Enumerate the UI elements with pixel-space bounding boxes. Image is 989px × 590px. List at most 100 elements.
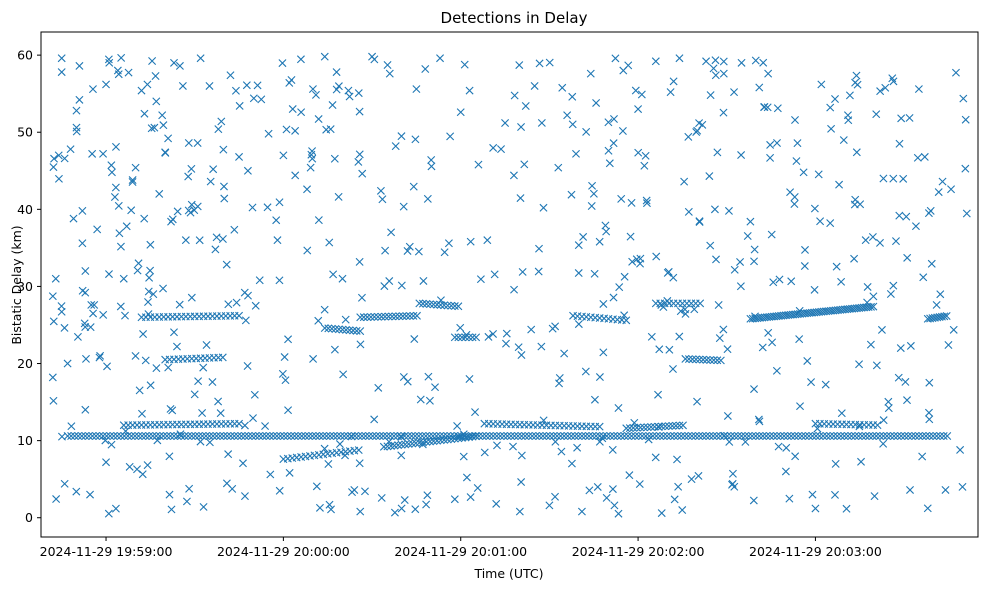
data-point — [810, 204, 819, 213]
data-point — [884, 397, 893, 406]
data-point — [391, 312, 400, 321]
data-point — [567, 190, 576, 199]
data-point — [465, 433, 473, 442]
data-point — [166, 432, 175, 440]
data-point — [712, 432, 721, 440]
data-point — [657, 422, 666, 431]
data-point — [631, 432, 640, 440]
data-point — [465, 86, 474, 95]
data-point — [609, 139, 618, 148]
data-point — [335, 440, 344, 449]
data-point — [797, 432, 806, 440]
data-point — [826, 103, 835, 112]
data-point — [397, 281, 406, 290]
data-point — [199, 363, 208, 372]
data-point — [355, 150, 364, 159]
data-point — [133, 465, 142, 474]
data-point — [127, 432, 136, 440]
data-point — [365, 432, 374, 440]
data-point — [60, 323, 69, 332]
data-point — [461, 333, 470, 342]
data-point — [555, 374, 564, 383]
data-point — [807, 378, 816, 387]
data-point — [103, 362, 112, 371]
data-point — [128, 178, 137, 186]
data-point — [741, 437, 750, 446]
data-point — [925, 378, 934, 387]
data-point — [539, 416, 548, 425]
data-point — [503, 432, 512, 440]
data-point — [599, 432, 608, 440]
data-point — [199, 502, 208, 511]
data-point — [239, 459, 247, 468]
data-point — [631, 86, 640, 95]
data-point — [869, 292, 878, 301]
data-point — [713, 148, 722, 157]
data-point — [791, 452, 800, 461]
data-point — [104, 509, 113, 518]
data-point — [444, 239, 453, 248]
data-point — [96, 351, 105, 360]
data-point — [693, 397, 702, 406]
data-point — [574, 241, 583, 250]
data-point — [489, 432, 498, 440]
data-point — [255, 276, 264, 285]
data-point — [855, 360, 864, 369]
data-point — [492, 432, 501, 440]
data-point — [514, 343, 523, 352]
data-point — [947, 185, 956, 194]
data-point — [145, 273, 154, 282]
data-point — [151, 72, 160, 81]
data-point — [140, 214, 149, 223]
data-point — [886, 289, 895, 298]
data-point — [235, 311, 244, 320]
data-point — [93, 225, 102, 234]
data-point — [817, 80, 826, 89]
data-point — [57, 302, 66, 311]
data-point — [57, 54, 66, 63]
y-tick-label: 20 — [17, 356, 33, 371]
data-point — [166, 404, 175, 413]
data-point — [123, 432, 132, 440]
data-point — [918, 432, 927, 440]
data-point — [116, 242, 125, 251]
data-point — [687, 432, 696, 440]
data-point — [604, 118, 613, 127]
data-point — [636, 254, 645, 263]
data-point — [671, 421, 680, 430]
data-point — [664, 422, 673, 431]
data-point — [131, 163, 140, 172]
data-point — [725, 437, 734, 446]
data-point — [248, 203, 257, 212]
data-point — [577, 507, 586, 516]
data-point — [89, 309, 98, 318]
data-point — [102, 432, 111, 440]
data-point — [627, 198, 636, 207]
data-point — [390, 441, 399, 450]
data-point — [114, 201, 123, 210]
data-point — [104, 270, 113, 279]
data-point — [765, 432, 774, 440]
data-point — [311, 432, 320, 440]
data-point — [706, 91, 715, 100]
data-point — [459, 452, 468, 461]
data-point — [592, 98, 601, 107]
data-point — [224, 300, 233, 309]
data-point — [750, 385, 759, 394]
data-point — [264, 129, 273, 138]
data-point — [808, 490, 817, 499]
data-point — [684, 207, 693, 216]
data-point — [358, 432, 366, 440]
data-point — [625, 471, 634, 480]
data-point — [73, 332, 82, 341]
data-point — [844, 116, 853, 125]
data-point — [356, 507, 365, 516]
data-point — [897, 114, 906, 123]
data-point — [796, 402, 805, 411]
data-point — [640, 423, 648, 432]
data-point — [517, 351, 526, 360]
data-point — [235, 419, 244, 428]
data-point — [661, 422, 670, 431]
data-point — [613, 432, 622, 440]
data-point — [766, 140, 775, 149]
